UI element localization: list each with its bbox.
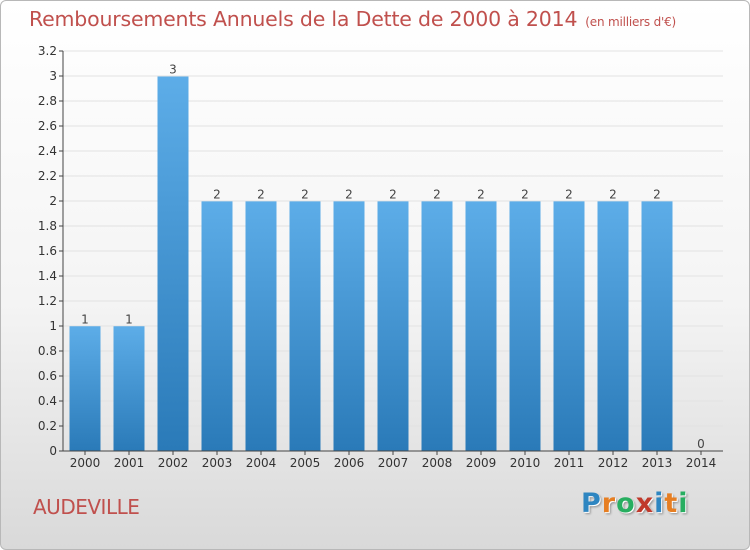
chart-title-text: Remboursements Annuels de la Dette de 20… bbox=[29, 7, 578, 31]
bar-2005[interactable] bbox=[289, 201, 321, 451]
x-tick-label-2014: 2014 bbox=[686, 456, 717, 470]
data-label-2011: 2 bbox=[565, 187, 573, 201]
data-label-2007: 2 bbox=[389, 187, 397, 201]
logo-letter: i bbox=[678, 488, 689, 519]
y-tick-label: 0.6 bbox=[38, 369, 57, 383]
x-tick-label-2000: 2000 bbox=[70, 456, 101, 470]
data-label-2014: 0 bbox=[697, 437, 705, 451]
y-tick-label: 1 bbox=[49, 319, 57, 333]
logo-letter: r bbox=[601, 488, 617, 519]
y-tick-label: 1.8 bbox=[38, 219, 57, 233]
data-label-2013: 2 bbox=[653, 187, 661, 201]
data-label-2012: 2 bbox=[609, 187, 617, 201]
proxiti-logo[interactable]: Proxiti bbox=[581, 488, 689, 519]
logo-letter: o bbox=[616, 488, 636, 519]
bar-2009[interactable] bbox=[465, 201, 497, 451]
x-tick-label-2008: 2008 bbox=[422, 456, 453, 470]
y-tick-label: 2.8 bbox=[38, 94, 57, 108]
y-tick-label: 1.6 bbox=[38, 244, 57, 258]
x-tick-label-2011: 2011 bbox=[554, 456, 585, 470]
bar-2000[interactable] bbox=[69, 326, 101, 451]
x-tick-label-2013: 2013 bbox=[642, 456, 673, 470]
logo-letter: i bbox=[654, 488, 665, 519]
bar-2002[interactable] bbox=[157, 76, 189, 452]
bar-2003[interactable] bbox=[201, 201, 233, 451]
x-tick-label-2009: 2009 bbox=[466, 456, 497, 470]
x-tick-label-2002: 2002 bbox=[158, 456, 189, 470]
bar-2004[interactable] bbox=[245, 201, 277, 451]
x-tick-label-2005: 2005 bbox=[290, 456, 321, 470]
data-label-2010: 2 bbox=[521, 187, 529, 201]
data-label-2005: 2 bbox=[301, 187, 309, 201]
y-tick-label: 1.2 bbox=[38, 294, 57, 308]
bar-2010[interactable] bbox=[509, 201, 541, 451]
y-tick-label: 0.8 bbox=[38, 344, 57, 358]
x-tick-label-2001: 2001 bbox=[114, 456, 145, 470]
logo-letter: P bbox=[581, 488, 602, 519]
data-label-2006: 2 bbox=[345, 187, 353, 201]
bar-2012[interactable] bbox=[597, 201, 629, 451]
y-tick-label: 2 bbox=[49, 194, 57, 208]
x-tick-label-2007: 2007 bbox=[378, 456, 409, 470]
x-tick-label-2010: 2010 bbox=[510, 456, 541, 470]
data-label-2009: 2 bbox=[477, 187, 485, 201]
x-tick-label-2003: 2003 bbox=[202, 456, 233, 470]
data-label-2001: 1 bbox=[125, 312, 133, 326]
x-tick-label-2012: 2012 bbox=[598, 456, 629, 470]
chart-unit: (en milliers d'€) bbox=[585, 15, 677, 29]
y-tick-label: 2.4 bbox=[38, 144, 57, 158]
logo-letter: t bbox=[664, 488, 679, 519]
bar-2006[interactable] bbox=[333, 201, 365, 451]
y-tick-label: 2.2 bbox=[38, 169, 57, 183]
logo-letter: x bbox=[635, 488, 655, 519]
y-tick-label: 3.2 bbox=[38, 44, 57, 58]
bar-2013[interactable] bbox=[641, 201, 673, 451]
bar-2008[interactable] bbox=[421, 201, 453, 451]
data-label-2003: 2 bbox=[213, 187, 221, 201]
bar-2007[interactable] bbox=[377, 201, 409, 451]
x-tick-label-2004: 2004 bbox=[246, 456, 277, 470]
bar-2011[interactable] bbox=[553, 201, 585, 451]
y-tick-label: 2.6 bbox=[38, 119, 57, 133]
labels: 0 0.2 0.4 0.6 0.8 1 1.2 1.4 1.6 1.8 2 2.2 2.4 2.6 2.8 3… bbox=[38, 44, 716, 470]
y-tick-label: 0 bbox=[49, 444, 57, 458]
y-tick-label: 1.4 bbox=[38, 269, 57, 283]
x-tick-label-2006: 2006 bbox=[334, 456, 365, 470]
commune-name: AUDEVILLE bbox=[33, 495, 140, 519]
chart-title: Remboursements Annuels de la Dette de 20… bbox=[29, 7, 676, 31]
y-tick-label: 0.2 bbox=[38, 419, 57, 433]
y-tick-label: 0.4 bbox=[38, 394, 57, 408]
data-label-2002: 3 bbox=[169, 63, 177, 77]
data-label-2004: 2 bbox=[257, 187, 265, 201]
bar-2001[interactable] bbox=[113, 326, 145, 451]
bars bbox=[69, 76, 673, 452]
data-label-2008: 2 bbox=[433, 187, 441, 201]
data-label-2000: 1 bbox=[81, 312, 89, 326]
y-tick-label: 3 bbox=[49, 69, 57, 83]
axes bbox=[59, 50, 723, 455]
